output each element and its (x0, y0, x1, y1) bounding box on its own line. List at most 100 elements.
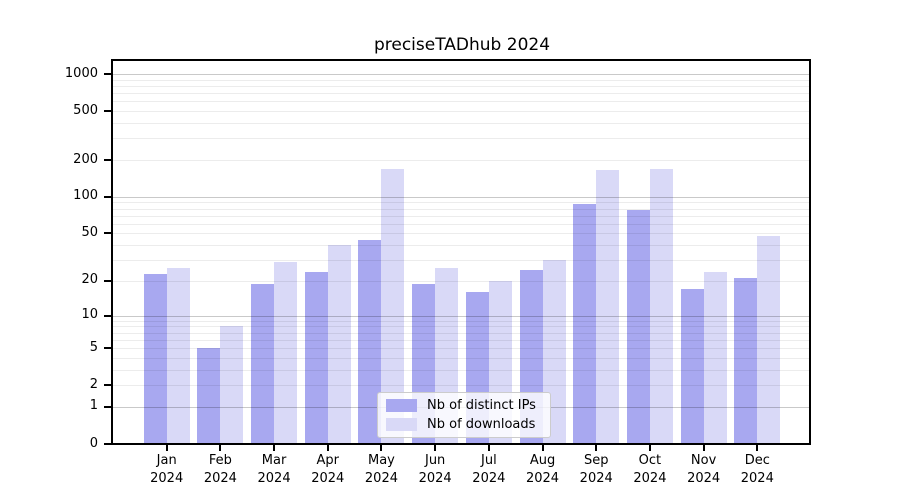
gridline-minor (113, 233, 811, 235)
bar-downloads (327, 245, 351, 444)
bar-distinct-ips (626, 210, 650, 444)
y-tick (104, 73, 112, 76)
bar-distinct-ips (680, 289, 704, 444)
gridline-minor (113, 93, 811, 95)
gridline-minor (113, 223, 811, 225)
gridline-minor (113, 348, 811, 350)
gridline-minor (113, 101, 811, 103)
gridline-minor (113, 111, 811, 113)
x-tick-label: Dec 2024 (740, 453, 774, 486)
x-tick-label: Aug 2024 (525, 453, 560, 486)
y-tick (104, 110, 112, 113)
bar-downloads (381, 168, 405, 444)
bar-distinct-ips (143, 273, 167, 444)
gridline-minor (113, 215, 811, 217)
y-tick (104, 232, 112, 235)
x-tick-label: Oct 2024 (633, 453, 667, 486)
bar-downloads (649, 168, 673, 444)
gridline-minor (113, 202, 811, 204)
x-tick-label: Jul 2024 (472, 453, 506, 486)
gridline-minor (113, 332, 811, 334)
bar-downloads (596, 169, 620, 444)
x-tick-label: Sep 2024 (579, 453, 613, 486)
legend-label: Nb of downloads (427, 416, 536, 432)
gridline-major (113, 74, 811, 76)
y-tick-label: 5 (89, 339, 98, 355)
x-tick (165, 444, 168, 451)
y-tick-label: 50 (81, 224, 98, 240)
y-tick-label: 500 (73, 102, 98, 118)
y-tick (104, 195, 112, 198)
gridline-minor (113, 339, 811, 341)
legend-row: Nb of distinct IPs (378, 398, 550, 413)
bar-downloads (757, 235, 781, 444)
legend-label: Nb of distinct IPs (427, 398, 536, 414)
y-tick-label: 10 (81, 307, 98, 323)
x-tick (326, 444, 329, 451)
bar-distinct-ips (197, 348, 221, 444)
x-tick (434, 444, 437, 451)
gridline-minor (113, 320, 811, 322)
bar-distinct-ips (573, 203, 597, 444)
y-tick (104, 443, 112, 445)
gridline-minor (113, 79, 811, 81)
gridline-minor (113, 357, 811, 359)
bar-distinct-ips (734, 278, 758, 444)
y-tick-label: 2 (89, 376, 98, 392)
legend-swatch-icon (386, 399, 417, 413)
x-tick (756, 444, 759, 451)
x-tick-label: Mar 2024 (257, 453, 291, 486)
y-tick (104, 279, 112, 282)
x-tick (219, 444, 222, 451)
gridline-minor (113, 280, 811, 282)
bar-downloads (166, 267, 190, 444)
gridline-minor (113, 160, 811, 162)
y-tick (104, 405, 112, 408)
y-tick-label: 200 (73, 151, 98, 167)
bar-distinct-ips (251, 283, 275, 444)
gridline-minor (113, 369, 811, 371)
gridline-minor (113, 385, 811, 387)
y-tick (104, 384, 112, 387)
x-tick (648, 444, 651, 451)
gridline-minor (113, 86, 811, 87)
y-tick-label: 1000 (64, 65, 98, 81)
legend-row: Nb of downloads (378, 417, 550, 432)
x-tick-label: Apr 2024 (311, 453, 345, 486)
x-tick-label: Jun 2024 (418, 453, 452, 486)
gridline-major (113, 315, 811, 317)
bar-downloads (220, 326, 244, 444)
legend-swatch-icon (386, 417, 417, 431)
legend: Nb of distinct IPs Nb of downloads (377, 392, 551, 438)
x-tick-label: May 2024 (364, 453, 398, 486)
x-tick-label: Jan 2024 (150, 453, 184, 486)
gridline-major (113, 196, 811, 198)
bar-downloads (703, 271, 727, 444)
chart-title: preciseTADhub 2024 (373, 35, 551, 55)
y-tick-label: 0 (89, 435, 98, 451)
gridline-minor (113, 326, 811, 328)
gridline-minor (113, 208, 811, 210)
x-tick (595, 444, 598, 451)
x-tick (273, 444, 276, 451)
x-tick (487, 444, 490, 451)
y-tick (104, 314, 112, 317)
y-tick (104, 159, 112, 162)
bar-downloads (274, 261, 298, 444)
x-tick (380, 444, 383, 451)
x-tick-label: Feb 2024 (203, 453, 237, 486)
x-tick (541, 444, 544, 451)
gridline-minor (113, 245, 811, 247)
gridline-minor (113, 138, 811, 140)
y-tick-label: 100 (73, 188, 98, 204)
bar-distinct-ips (304, 271, 328, 444)
x-tick (702, 444, 705, 451)
x-tick-label: Nov 2024 (687, 453, 721, 486)
y-tick-label: 20 (81, 272, 98, 288)
y-tick (104, 347, 112, 350)
y-tick-label: 1 (89, 398, 98, 414)
gridline-minor (113, 123, 811, 125)
gridline-minor (113, 260, 811, 262)
bar-distinct-ips (358, 240, 382, 444)
